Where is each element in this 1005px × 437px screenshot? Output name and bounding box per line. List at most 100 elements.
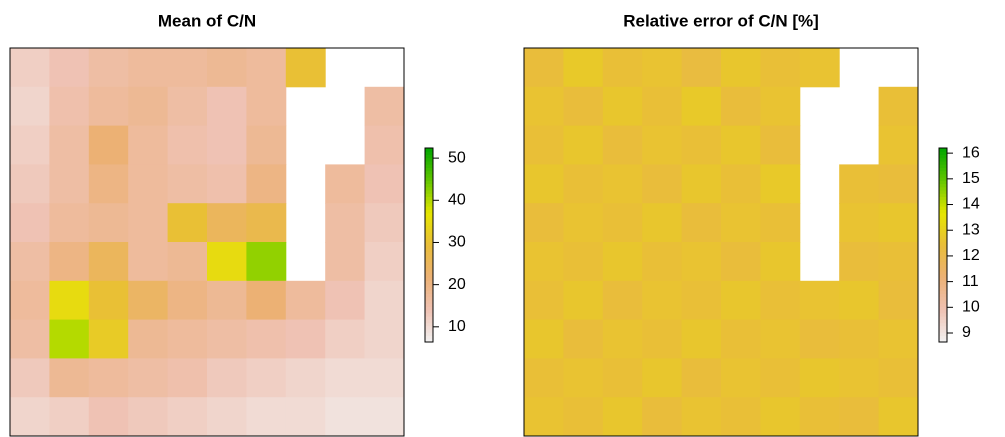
colorbar-step	[939, 319, 947, 323]
raster-cell	[246, 203, 286, 242]
raster-cell	[286, 397, 326, 436]
raster-cell	[246, 281, 286, 320]
colorbar-step	[939, 206, 947, 210]
colorbar-step	[939, 151, 947, 155]
colorbar-step	[425, 167, 433, 171]
raster-cell	[207, 397, 247, 436]
colorbar-step	[425, 216, 433, 220]
colorbar-step	[939, 268, 947, 272]
colorbar-step	[425, 226, 433, 230]
raster-cell	[760, 87, 800, 126]
raster-cell	[642, 87, 682, 126]
raster-cell	[365, 397, 405, 436]
raster-cell	[563, 358, 603, 397]
colorbar-step	[939, 242, 947, 246]
raster-cell	[603, 203, 643, 242]
colorbar-step	[939, 226, 947, 230]
raster-cell	[365, 164, 405, 203]
colorbar-tick-label: 16	[962, 144, 980, 161]
raster-cell	[128, 358, 168, 397]
colorbar-step	[425, 297, 433, 301]
raster-cell	[563, 242, 603, 281]
raster-cell	[524, 320, 564, 359]
raster-cell	[89, 242, 129, 281]
raster-cell	[207, 242, 247, 281]
raster-cell	[760, 281, 800, 320]
raster-cell	[10, 320, 50, 359]
raster-cell	[839, 164, 879, 203]
colorbar-step	[939, 213, 947, 217]
colorbar-tick-label: 50	[448, 149, 466, 166]
raster-cell	[10, 126, 50, 165]
colorbar-tick-label: 13	[962, 221, 980, 238]
colorbar-step	[939, 255, 947, 259]
raster-cell	[325, 203, 365, 242]
colorbar-step	[425, 174, 433, 178]
raster-cell	[563, 126, 603, 165]
colorbar-step	[425, 258, 433, 262]
raster-cell	[49, 358, 89, 397]
colorbar-step	[425, 313, 433, 317]
raster-cell	[563, 397, 603, 436]
raster-cell	[839, 358, 879, 397]
raster-cell	[563, 320, 603, 359]
raster-cell	[168, 164, 208, 203]
colorbar-tick-label: 40	[448, 192, 466, 209]
raster-cell	[128, 320, 168, 359]
colorbar-tick-label: 14	[962, 196, 980, 213]
colorbar-step	[939, 248, 947, 252]
colorbar-step	[425, 187, 433, 191]
raster-cell	[168, 87, 208, 126]
colorbar-step	[425, 261, 433, 265]
raster-cell	[879, 281, 919, 320]
colorbar-step	[425, 248, 433, 252]
raster-cell	[286, 358, 326, 397]
colorbar-step	[425, 209, 433, 213]
colorbar-step	[939, 216, 947, 220]
raster-cell	[207, 203, 247, 242]
raster-cell	[10, 242, 50, 281]
raster-cell	[10, 203, 50, 242]
raster-cell	[642, 358, 682, 397]
colorbar-step	[939, 261, 947, 265]
colorbar-step	[425, 229, 433, 233]
colorbar-step	[939, 281, 947, 285]
raster-cell	[642, 242, 682, 281]
raster-cell	[89, 126, 129, 165]
raster-cell	[207, 358, 247, 397]
raster-cell	[365, 203, 405, 242]
raster-cell	[207, 164, 247, 203]
colorbar-step	[425, 193, 433, 197]
raster-cell	[365, 126, 405, 165]
colorbar-step	[425, 171, 433, 175]
raster-cell	[524, 87, 564, 126]
raster-cell	[682, 320, 722, 359]
colorbar-step	[425, 158, 433, 162]
colorbar-tick-label: 20	[448, 276, 466, 293]
colorbar-step	[939, 294, 947, 298]
colorbar-step	[939, 277, 947, 281]
raster-cell	[365, 87, 405, 126]
raster-cell	[128, 126, 168, 165]
raster-cell	[603, 358, 643, 397]
colorbar-step	[425, 213, 433, 217]
raster-cell	[879, 203, 919, 242]
colorbar-step	[425, 277, 433, 281]
raster-cell	[879, 397, 919, 436]
colorbar-step	[425, 329, 433, 333]
raster-cell	[10, 358, 50, 397]
colorbar-step	[939, 164, 947, 168]
raster-cell	[839, 242, 879, 281]
colorbar-step	[939, 274, 947, 278]
colorbar-step	[939, 197, 947, 201]
colorbar-step	[939, 167, 947, 171]
colorbar-step	[939, 148, 947, 152]
colorbar-step	[425, 316, 433, 320]
colorbar-step	[425, 326, 433, 330]
raster-cell	[207, 320, 247, 359]
raster-cell	[682, 281, 722, 320]
chart-title: Mean of C/N	[158, 11, 256, 30]
colorbar-step	[425, 148, 433, 152]
raster-cell	[524, 164, 564, 203]
raster-cell	[524, 397, 564, 436]
